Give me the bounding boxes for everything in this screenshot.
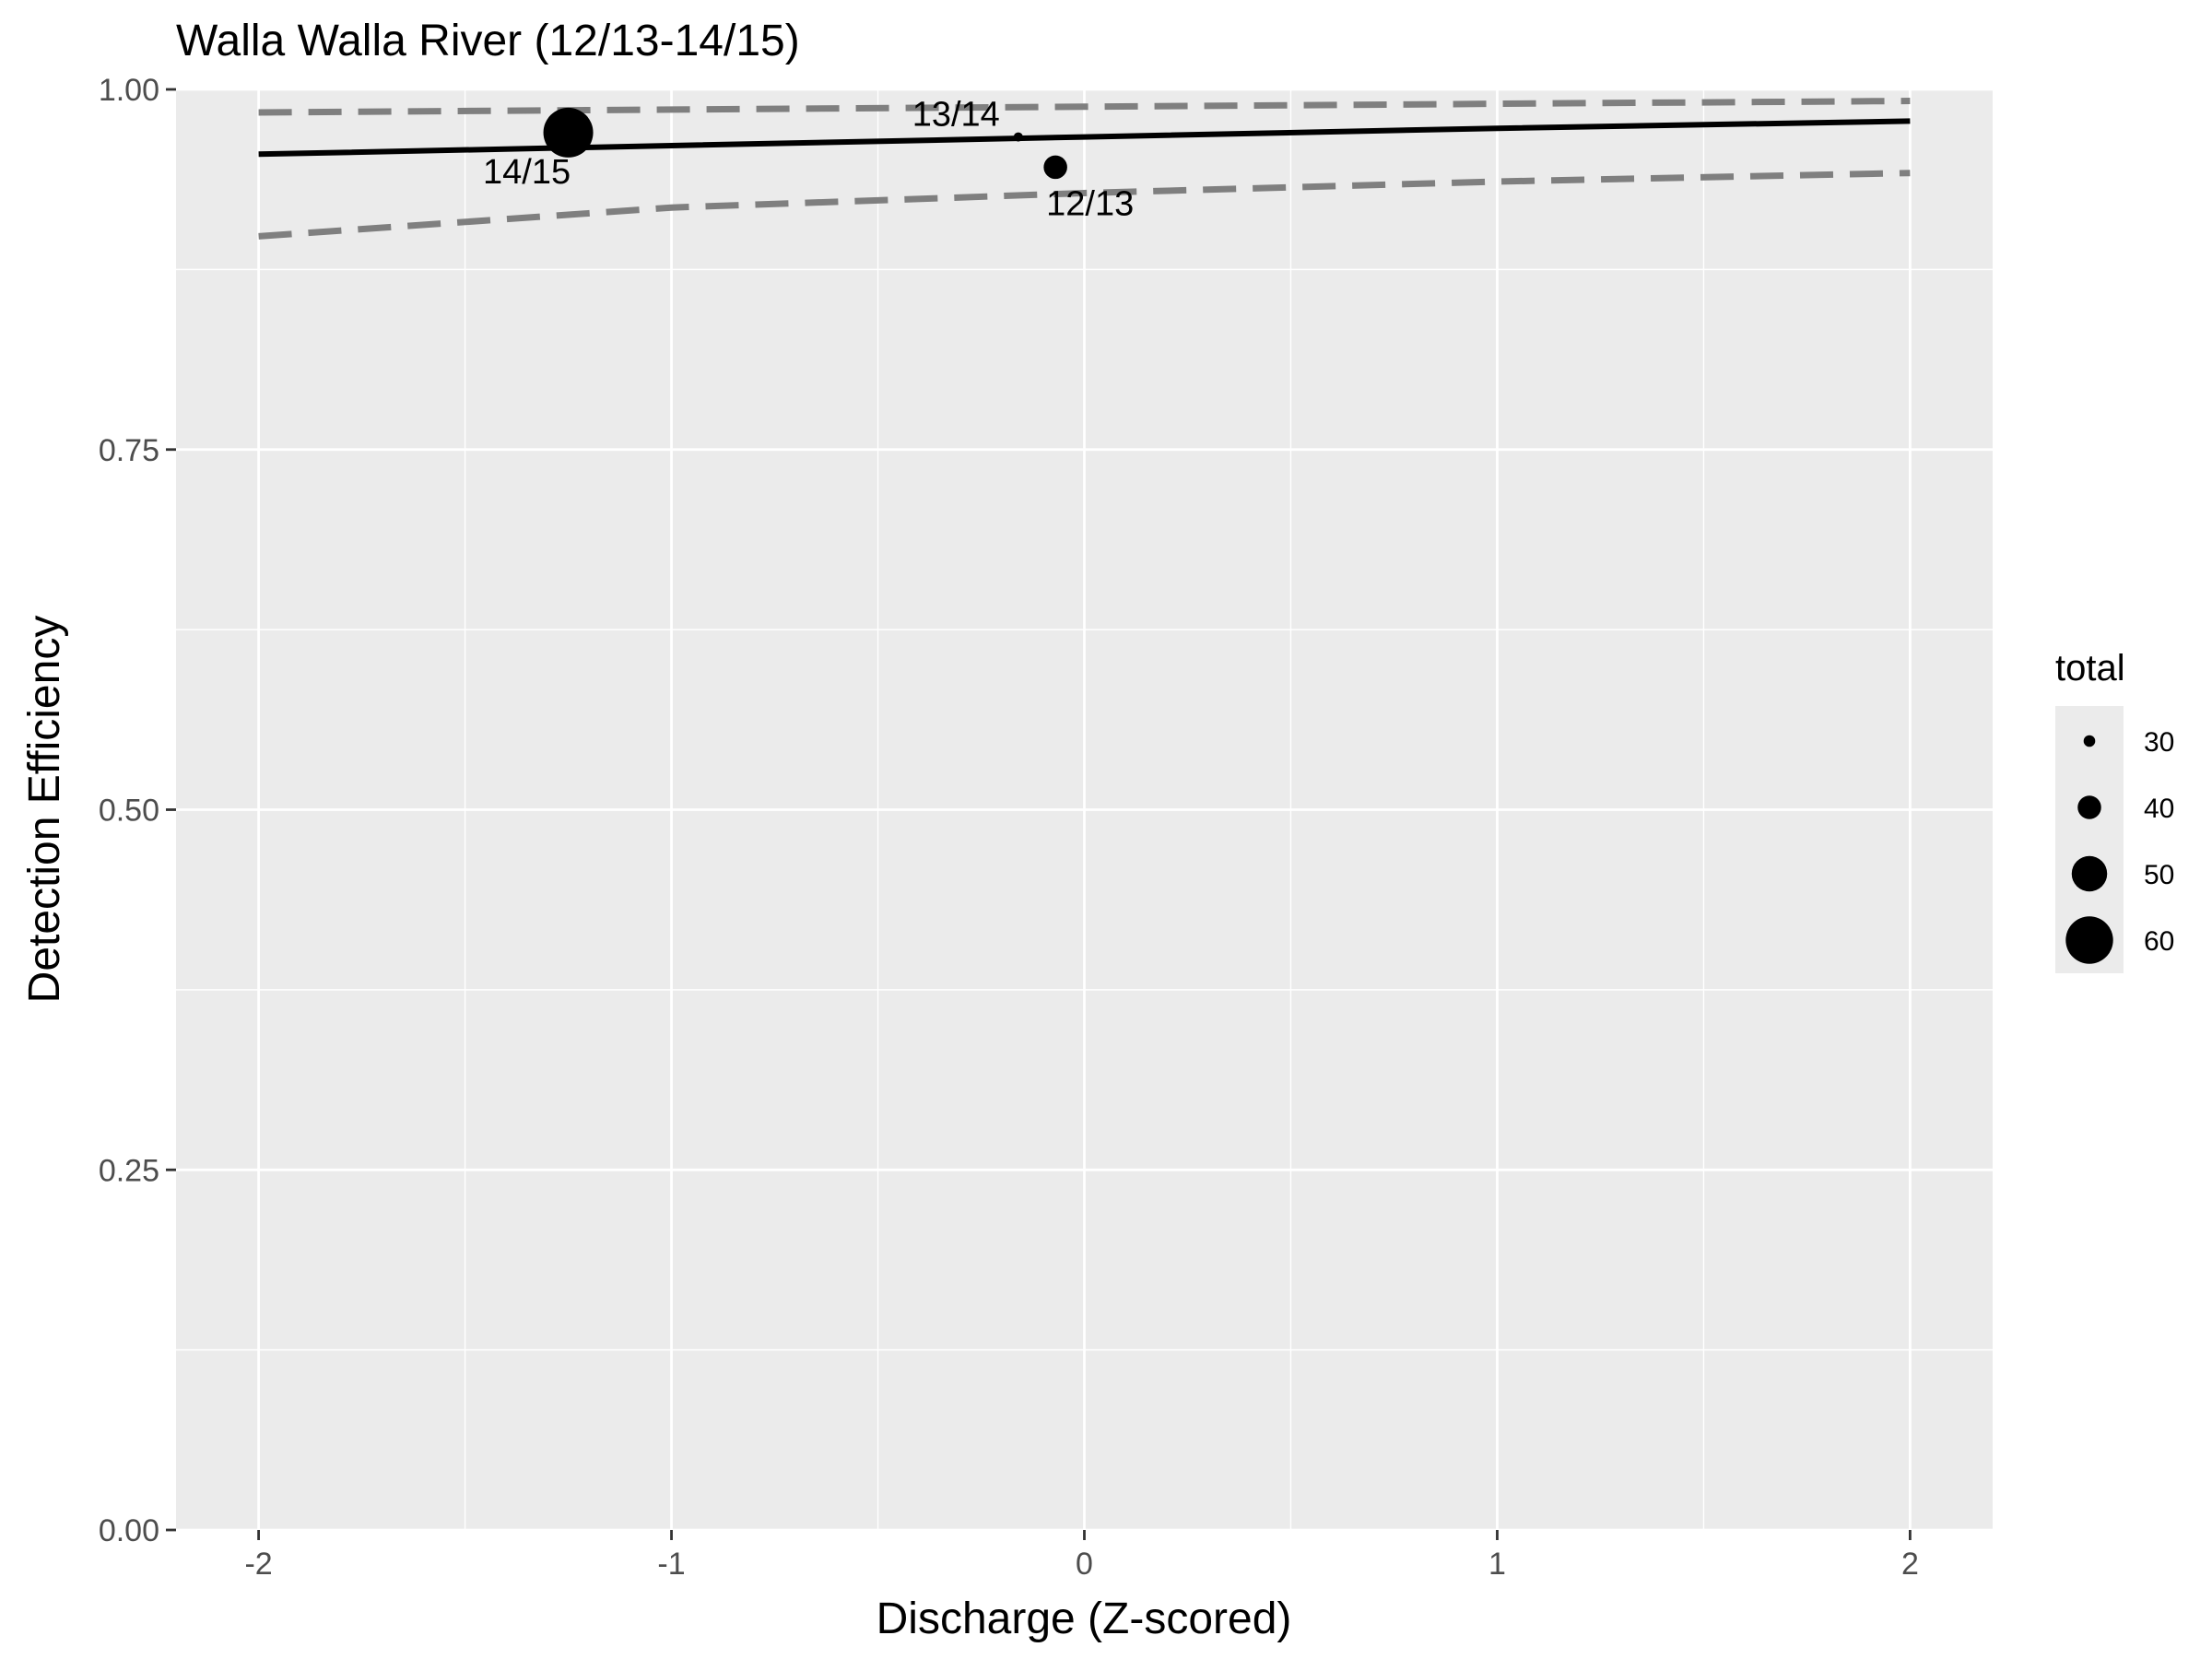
legend-key-point: [2071, 855, 2108, 892]
legend-label: 30: [2144, 727, 2174, 758]
legend-key-point: [2077, 795, 2101, 819]
point-label: 13/14: [912, 96, 1000, 135]
legend-label: 60: [2144, 926, 2174, 957]
fit-line: [258, 118, 1911, 158]
legend-entries: 30 40 50 60: [2065, 727, 2174, 964]
legend-key-point: [2083, 735, 2096, 747]
x-tick-label: -1: [657, 1547, 685, 1582]
x-tick-label: 0: [1076, 1547, 1093, 1582]
y-tick-label: 0.00: [99, 1513, 159, 1548]
legend-title: total: [2055, 648, 2125, 688]
y-tick-label: 0.50: [99, 794, 159, 829]
y-tick-label: 1.00: [99, 73, 159, 108]
legend-label: 50: [2144, 860, 2174, 890]
x-tick-label: 1: [1488, 1547, 1506, 1582]
data-point: [1013, 132, 1023, 142]
ci-lower-line: [258, 170, 1911, 240]
y-axis-title: Detection Efficiency: [20, 616, 69, 1004]
legend: total 30 40 50 60: [2055, 648, 2174, 973]
x-tick-label: 2: [1901, 1547, 1919, 1582]
data-points: [543, 107, 1067, 180]
chart-title: Walla Walla River (12/13-14/15): [176, 17, 800, 65]
x-axis: -2 -1 0 1 2: [244, 1530, 1919, 1582]
point-label: 14/15: [483, 153, 571, 192]
point-labels: 14/15 13/14 12/13: [483, 96, 1134, 224]
x-tick-label: -2: [244, 1547, 272, 1582]
y-axis: 0.00 0.25 0.50 0.75 1.00: [99, 73, 176, 1548]
major-gridlines: [176, 88, 1993, 1532]
y-tick-label: 0.25: [99, 1153, 159, 1188]
y-tick-label: 0.75: [99, 433, 159, 468]
x-axis-title: Discharge (Z-scored): [877, 1594, 1292, 1643]
confidence-band: [258, 98, 1911, 240]
data-point: [543, 107, 594, 158]
fit-line-layer: [258, 118, 1911, 158]
point-label: 12/13: [1046, 184, 1134, 223]
data-point: [1043, 155, 1067, 180]
ci-upper-line: [258, 98, 1911, 116]
legend-label: 40: [2144, 794, 2174, 824]
legend-key-point: [2065, 916, 2113, 964]
